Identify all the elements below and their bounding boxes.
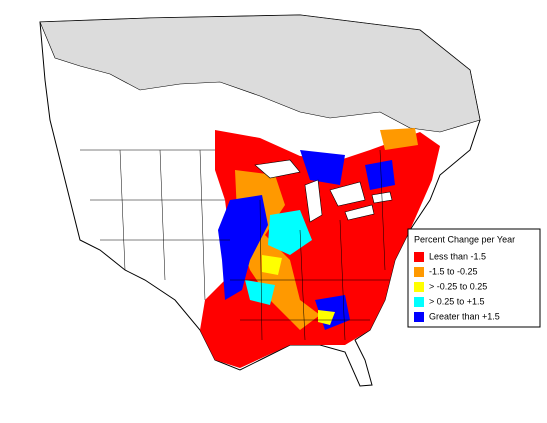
increase-patch xyxy=(218,195,268,300)
legend-label: -1.5 to -0.25 xyxy=(429,266,478,276)
legend-swatch xyxy=(414,252,424,262)
stable-patch xyxy=(245,280,275,305)
legend-swatch xyxy=(414,282,424,292)
legend-label: > 0.25 to +1.5 xyxy=(429,296,485,306)
legend-label: > -0.25 to 0.25 xyxy=(429,281,487,291)
legend-label: Less than -1.5 xyxy=(429,251,486,261)
legend: Percent Change per Year Less than -1.5 -1… xyxy=(407,228,541,328)
legend-swatch xyxy=(414,297,424,307)
legend-title: Percent Change per Year xyxy=(414,234,515,244)
increase-patch xyxy=(365,160,395,190)
stable-patch xyxy=(268,210,312,255)
legend-label: Greater than +1.5 xyxy=(429,311,500,321)
no-data-region xyxy=(39,14,481,133)
legend-box xyxy=(407,228,541,328)
increase-patch xyxy=(300,150,345,185)
land xyxy=(39,14,481,387)
legend-swatch xyxy=(414,267,424,277)
stable-patch xyxy=(262,255,282,275)
great-lakes xyxy=(254,159,393,223)
stable-patch xyxy=(318,310,335,325)
moderate-decline-patch xyxy=(380,128,418,150)
borders xyxy=(80,149,390,341)
legend-swatch xyxy=(414,312,424,322)
